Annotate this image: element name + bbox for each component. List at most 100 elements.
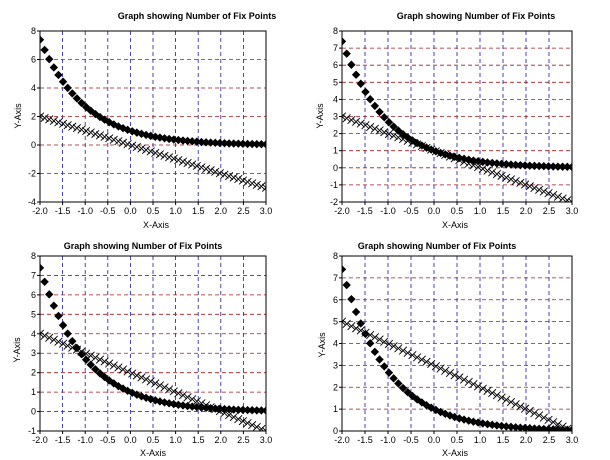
data-point [516,160,525,170]
x-tick-label: -0.5 [100,435,116,445]
data-point [243,418,252,428]
data-point [261,183,266,192]
data-point [238,139,248,149]
data-point [563,162,572,172]
x-tick-label: 0.5 [147,435,160,445]
data-point [356,79,365,88]
data-point [123,367,132,376]
data-point [95,369,105,378]
x-tick-label: -0.5 [100,206,116,216]
y-tick-label: 2 [31,368,36,378]
data-point [45,54,54,64]
data-point [375,107,384,117]
data-point [128,141,137,150]
y-tick-label: 8 [31,251,36,261]
data-point [549,162,558,171]
data-point [234,414,243,424]
data-point [455,156,464,165]
data-point [389,122,398,131]
data-point [247,139,257,149]
data-point [114,137,123,146]
data-point [123,140,132,149]
data-point [72,94,82,103]
data-point [342,317,347,326]
data-point [77,347,86,356]
data-point [238,405,248,415]
data-point [151,148,160,157]
data-point [436,149,445,158]
x-tick-label: -1.5 [55,206,71,216]
data-point [534,161,544,171]
data-point [169,154,178,163]
data-point [261,140,266,149]
data-point [86,351,95,360]
y-axis-label: Y-Axis [315,103,325,129]
data-point [445,368,455,378]
chart-top-right: Graph showing Number of Fix Points X-Axi… [315,11,578,230]
y-tick-label: -2 [330,197,338,207]
data-point [511,400,520,409]
data-point [511,176,520,186]
data-point [380,113,389,122]
data-point [502,422,511,431]
data-point [366,122,375,132]
data-point [45,115,54,124]
data-point [243,177,252,187]
data-point [252,406,261,415]
data-point [394,344,403,353]
data-point [535,185,544,194]
data-point [483,166,492,175]
data-point [100,357,109,366]
data-point [361,121,370,130]
data-point [469,161,478,170]
data-point [132,142,141,152]
data-point [137,392,146,401]
data-point [361,87,370,97]
data-point [104,117,114,127]
data-point [544,415,553,424]
data-point [224,139,234,148]
data-point [82,126,91,136]
x-tick-label: 1.5 [497,435,510,445]
data-point [82,349,91,358]
plot-frame [39,30,267,203]
data-point [215,138,225,148]
data-point [441,366,450,375]
data-point [155,397,165,406]
data-point [109,120,118,129]
data-point [132,371,141,380]
data-point [441,150,450,160]
y-tick-label: 3 [31,348,36,358]
data-point [100,132,109,141]
data-point [224,171,234,181]
data-point [567,426,572,431]
data-point [77,125,86,134]
data-point [169,387,178,396]
y-tick-label: 4 [333,339,338,349]
data-point [192,137,202,146]
y-tick-label: 6 [333,295,338,305]
data-point [165,153,174,162]
data-point [417,355,426,364]
data-point [347,321,356,331]
data-point [141,130,151,140]
data-point [427,359,436,369]
data-point [206,166,215,175]
data-point [483,386,492,395]
data-point [488,158,497,168]
data-point [356,119,365,128]
data-point [361,328,370,337]
x-tick-label: 3.0 [566,206,579,216]
data-point [45,290,54,299]
plot-frame [341,255,573,432]
data-point [188,395,197,404]
data-point [192,397,201,406]
x-tick-label: -1.0 [380,435,396,445]
data-point [459,157,469,166]
data-point [375,335,384,344]
y-tick-label: 7 [333,43,338,53]
data-point [403,136,412,146]
data-point [497,421,506,431]
data-point [58,321,68,330]
data-point [63,329,72,338]
